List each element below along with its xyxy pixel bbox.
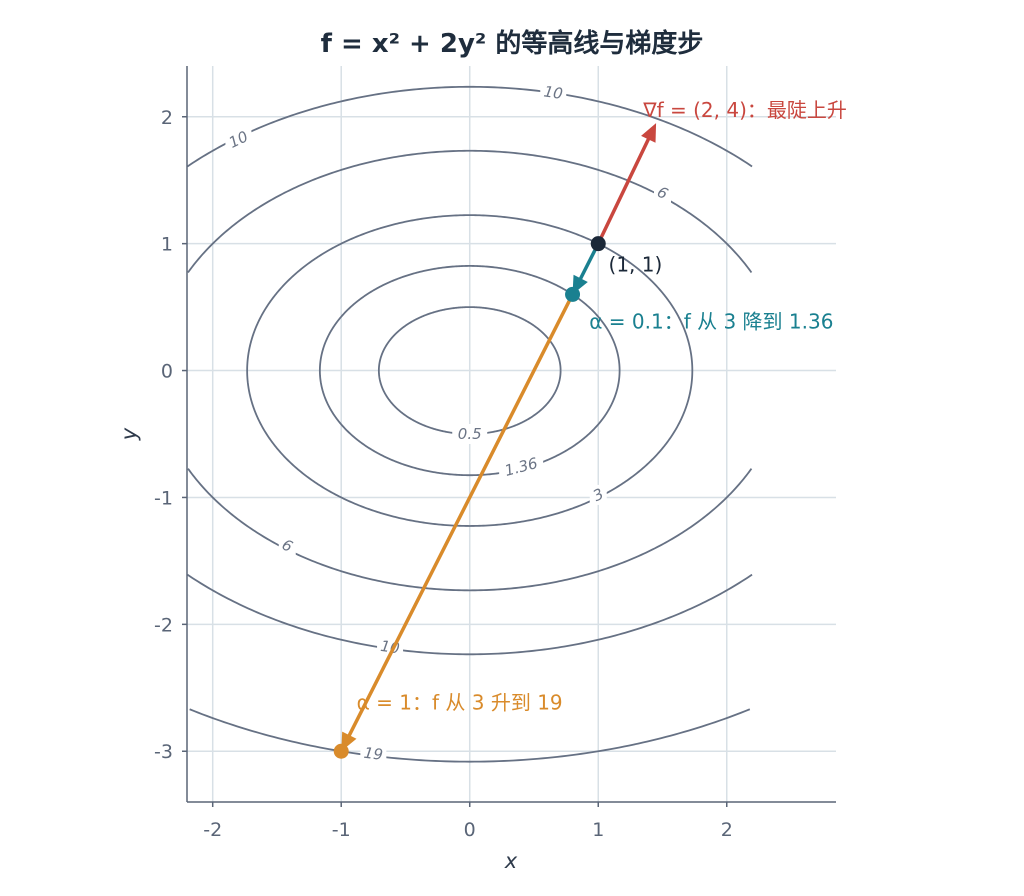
y-tick-label: -1 [154, 487, 173, 509]
contour-label-bg [360, 743, 387, 764]
contour-label: 10 [543, 82, 564, 103]
chart-title: f = x² + 2y² 的等高线与梯度步 [321, 28, 704, 59]
contour-label-bg [225, 129, 252, 150]
contour-label-bg [452, 424, 488, 444]
y-tick-label: 2 [161, 107, 173, 129]
contours [186, 85, 753, 763]
annotation-small-step: α = 0.1：f 从 3 降到 1.36 [589, 310, 833, 334]
annotation-gradient: ∇f = (2, 4)：最陡上升 [642, 98, 847, 122]
contour-label-bg [540, 82, 567, 103]
points [333, 236, 606, 759]
point-start [590, 236, 606, 252]
contour-label-bg [589, 484, 607, 505]
contour-label-bg [278, 535, 296, 556]
contour-10 [186, 85, 753, 656]
annotation-start: (1, 1) [609, 253, 663, 277]
x-tick-label: 0 [464, 819, 476, 841]
x-axis-label: x [504, 849, 518, 873]
contour-3 [246, 214, 694, 527]
contour-1-36 [318, 265, 621, 477]
contour-0-5 [377, 306, 562, 435]
ticks: -2 -1 0 1 2 -3 -2 -1 0 1 2 [154, 107, 733, 841]
y-tick-label: 0 [161, 361, 173, 383]
contour-label: 19 [363, 744, 384, 764]
arrow-large-step-shaft [347, 292, 575, 737]
contour-label: 0.5 [458, 425, 482, 443]
annotations: ∇f = (2, 4)：最陡上升 (1, 1) α = 0.1：f 从 3 降到 1… [357, 98, 847, 715]
annotation-large-step: α = 1：f 从 3 升到 19 [357, 690, 563, 714]
x-tick-label: 1 [592, 819, 604, 841]
axes [186, 66, 836, 803]
x-tick-label: -2 [203, 819, 222, 841]
point-large-step [333, 743, 349, 759]
y-tick-label: -2 [154, 614, 173, 636]
point-small-step [565, 286, 581, 302]
contour-19 [189, 708, 751, 763]
arrow-gradient-shaft [596, 137, 651, 246]
y-axis-label: y [117, 427, 141, 441]
y-tick-label: -3 [154, 741, 173, 763]
contour-label-bg [654, 182, 672, 203]
x-tick-label: 2 [721, 819, 733, 841]
contour-label-bg [499, 456, 544, 477]
x-tick-label: -1 [332, 819, 351, 841]
contour-6 [187, 149, 753, 592]
y-tick-label: 1 [161, 234, 173, 256]
arrow-gradient-head [641, 123, 657, 143]
